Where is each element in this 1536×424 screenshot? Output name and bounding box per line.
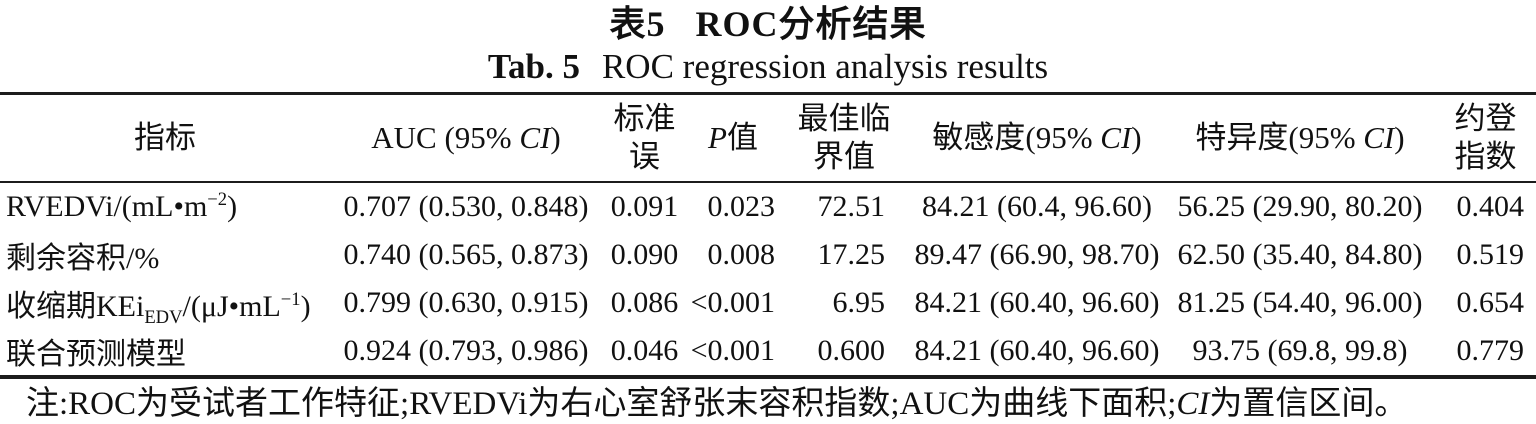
roc-results-table: 指标 AUC (95% CI) 标准误 P值 最佳临 界值 敏感度(95% CI)… — [0, 92, 1536, 379]
col-header-specificity: 特异度(95% CI) — [1165, 93, 1435, 183]
col-header-youden-index: 约登 指数 — [1435, 93, 1536, 183]
col-header-sensitivity: 敏感度(95% CI) — [909, 93, 1165, 183]
col-header-standard-error: 标准误 — [602, 93, 687, 183]
p-value-cell: 0.023 — [707, 190, 776, 223]
cutoff-cell: 17.25 — [817, 238, 886, 271]
table-number-zh: 表5 — [609, 4, 666, 44]
p-value-cell: <0.001 — [690, 334, 775, 367]
col-header-auc: AUC (95% CI) — [330, 93, 602, 183]
p-value-cell: <0.001 — [690, 286, 775, 319]
auc-cell: 0.924 (0.793, 0.986) — [343, 334, 589, 367]
auc-cell: 0.740 (0.565, 0.873) — [343, 238, 589, 271]
auc-cell: 0.707 (0.530, 0.848) — [343, 190, 589, 223]
col-header-p-value: P值 — [687, 93, 779, 183]
table-title-en-text: ROC regression analysis results — [601, 47, 1049, 86]
specificity-cell: 62.50 (35.40, 84.80) — [1177, 238, 1423, 271]
cutoff-cell: 72.51 — [817, 190, 886, 223]
specificity-cell: 56.25 (29.90, 80.20) — [1177, 190, 1423, 223]
cutoff-cell: 0.600 — [817, 334, 886, 367]
standard-error-cell: 0.086 — [610, 286, 679, 319]
table-title-zh-text: ROC分析结果 — [695, 4, 927, 44]
col-header-indicator: 指标 — [0, 93, 330, 183]
table-footnote: 注:ROC为受试者工作特征;RVEDVi为右心室舒张末容积指数;AUC为曲线下面… — [26, 386, 1408, 422]
sensitivity-cell: 84.21 (60.40, 96.60) — [914, 334, 1160, 367]
table-title-zh: 表5 ROC分析结果 — [0, 0, 1536, 46]
col-header-optimal-cutoff: 最佳临 界值 — [779, 93, 909, 183]
p-value-cell: 0.008 — [707, 238, 776, 271]
cutoff-cell: 6.95 — [832, 286, 886, 319]
youden-index-cell: 0.404 — [1456, 190, 1525, 223]
table-row-residual-volume: 剩余容积/% 0.740 (0.565, 0.873) 0.090 0.008 … — [0, 231, 1536, 279]
table-row-rvedvi: RVEDVi/(mL•m−2) 0.707 (0.530, 0.848) 0.0… — [0, 182, 1536, 231]
indicator-cell: 联合预测模型 — [6, 338, 186, 371]
standard-error-cell: 0.090 — [610, 238, 679, 271]
indicator-cell: 收缩期KEiEDV/(μJ•mL−1) — [6, 289, 311, 328]
youden-index-cell: 0.654 — [1456, 286, 1525, 319]
youden-index-cell: 0.519 — [1456, 238, 1525, 271]
standard-error-cell: 0.091 — [610, 190, 679, 223]
youden-index-cell: 0.779 — [1456, 334, 1525, 367]
sensitivity-cell: 84.21 (60.40, 96.60) — [914, 286, 1160, 319]
specificity-cell: 81.25 (54.40, 96.00) — [1177, 286, 1423, 319]
standard-error-cell: 0.046 — [610, 334, 679, 367]
indicator-cell: RVEDVi/(mL•m−2) — [6, 189, 238, 223]
indicator-cell: 剩余容积/% — [6, 242, 160, 275]
sensitivity-cell: 89.47 (66.90, 98.70) — [914, 238, 1160, 271]
sensitivity-cell: 84.21 (60.4, 96.60) — [922, 190, 1152, 223]
table-title-en: Tab. 5 ROC regression analysis results — [0, 46, 1536, 90]
table-row-combined-model: 联合预测模型 0.924 (0.793, 0.986) 0.046 <0.001… — [0, 327, 1536, 377]
specificity-cell: 93.75 (69.8, 99.8) — [1192, 334, 1408, 367]
table-row-systolic-kei: 收缩期KEiEDV/(μJ•mL−1) 0.799 (0.630, 0.915)… — [0, 279, 1536, 327]
table-number-en: Tab. 5 — [487, 47, 580, 86]
auc-cell: 0.799 (0.630, 0.915) — [343, 286, 589, 319]
table-header-row: 指标 AUC (95% CI) 标准误 P值 最佳临 界值 敏感度(95% CI)… — [0, 93, 1536, 183]
